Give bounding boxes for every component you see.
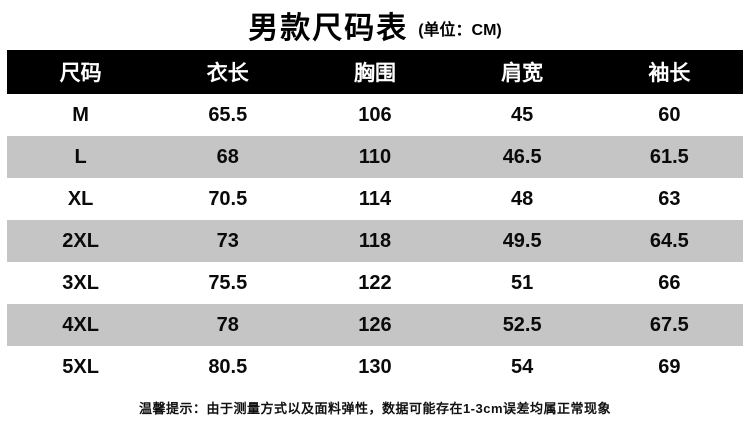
header-cell-sleeve: 袖长: [648, 62, 691, 85]
cell-sleeve: 61.5: [649, 145, 689, 168]
title-unit-label: (单位：CM): [418, 22, 502, 39]
table-row-l: L 68 110 46.5 61.5: [7, 136, 743, 178]
cell-size: 4XL: [62, 313, 99, 336]
cell-chest: 106: [358, 103, 392, 126]
cell-shoulder: 54: [511, 355, 534, 378]
page-title: 男款尺码表 (单位：CM): [0, 0, 750, 50]
cell-chest: 130: [358, 355, 392, 378]
cell-length: 68: [216, 145, 239, 168]
cell-size: M: [72, 103, 89, 126]
table-row-3xl: 3XL 75.5 122 51 66: [7, 262, 743, 304]
cell-chest: 110: [358, 145, 392, 168]
cell-length: 80.5: [208, 355, 248, 378]
table-row-4xl: 4XL 78 126 52.5 67.5: [7, 304, 743, 346]
cell-sleeve: 60: [658, 103, 681, 126]
table-row-2xl: 2XL 73 118 49.5 64.5: [7, 220, 743, 262]
cell-length: 78: [216, 313, 239, 336]
cell-sleeve: 67.5: [649, 313, 689, 336]
cell-length: 75.5: [208, 271, 248, 294]
header-cell-chest: 胸围: [353, 62, 396, 85]
cell-shoulder: 46.5: [502, 145, 542, 168]
cell-length: 70.5: [208, 187, 248, 210]
cell-length: 73: [216, 229, 239, 252]
header-cell-size: 尺码: [59, 62, 102, 85]
header-cell-shoulder: 肩宽: [501, 62, 544, 85]
header-cell-length: 衣长: [206, 62, 249, 85]
title-text: 男款尺码表: [248, 12, 409, 45]
cell-chest: 114: [358, 187, 392, 210]
table-header-row: 尺码 衣长 胸围 肩宽 袖长: [7, 50, 743, 94]
cell-sleeve: 66: [658, 271, 681, 294]
cell-shoulder: 52.5: [502, 313, 542, 336]
cell-sleeve: 63: [658, 187, 681, 210]
cell-sleeve: 64.5: [649, 229, 689, 252]
cell-shoulder: 45: [511, 103, 534, 126]
cell-shoulder: 49.5: [502, 229, 542, 252]
disclaimer-note: 温馨提示：由于测量方式以及面料弹性，数据可能存在1-3cm误差均属正常现象: [138, 401, 612, 416]
cell-size: 3XL: [62, 271, 99, 294]
table-row-m: M 65.5 106 45 60: [7, 94, 743, 136]
table-row-5xl: 5XL 80.5 130 54 69: [7, 346, 743, 388]
cell-sleeve: 69: [658, 355, 681, 378]
cell-shoulder: 48: [511, 187, 534, 210]
table-row-xl: XL 70.5 114 48 63: [7, 178, 743, 220]
cell-size: L: [74, 145, 87, 168]
cell-chest: 118: [358, 229, 392, 252]
cell-shoulder: 51: [511, 271, 534, 294]
cell-chest: 126: [358, 313, 392, 336]
cell-chest: 122: [358, 271, 392, 294]
size-table: 尺码 衣长 胸围 肩宽 袖长 M 65.5 106 45 60 L 68 110…: [7, 50, 743, 388]
cell-size: 5XL: [62, 355, 99, 378]
cell-length: 65.5: [208, 103, 248, 126]
cell-size: XL: [67, 187, 94, 210]
cell-size: 2XL: [62, 229, 99, 252]
